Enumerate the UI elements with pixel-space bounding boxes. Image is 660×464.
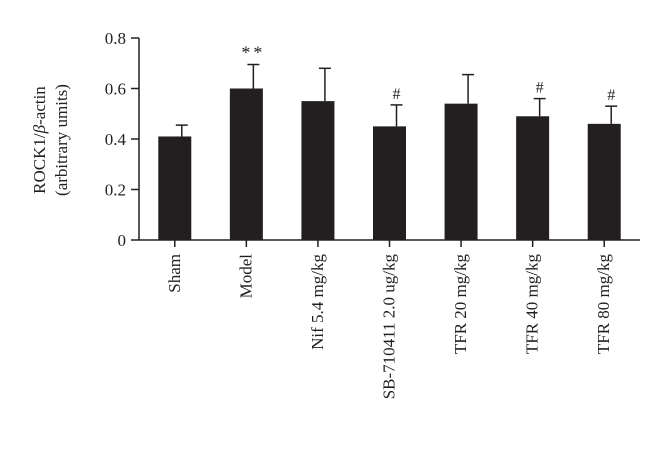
y-tick-label: 0.6	[105, 80, 126, 99]
bar	[516, 116, 550, 240]
y-axis-sublabel: (arbitrary umits)	[52, 84, 71, 196]
bars	[158, 88, 621, 241]
x-tick-label: Nif 5.4 mg/kg	[308, 254, 327, 350]
y-tick-label: 0	[118, 231, 127, 250]
x-tick-label: Model	[236, 254, 255, 299]
y-tick-label: 0.4	[105, 130, 127, 149]
y-axis-label: ROCK1/β-actin	[30, 86, 49, 194]
y-tick-label: 0.8	[105, 29, 126, 48]
y-axis-title: ROCK1/β-actin (arbitrary umits)	[30, 84, 71, 196]
x-tick-label: TFR 80 mg/kg	[594, 254, 613, 355]
significance-marker: **	[241, 43, 265, 63]
x-tick-label: SB-710411 2.0 ug/kg	[380, 254, 399, 400]
x-tick-label: Sham	[165, 254, 184, 293]
bar	[229, 88, 263, 240]
error-bars	[175, 63, 618, 137]
x-tick-labels: Sham Model Nif 5.4 mg/kg SB-710411 2.0 ug/k…	[165, 254, 613, 400]
x-tick-label: TFR 40 mg/kg	[523, 254, 542, 355]
bar	[158, 136, 192, 240]
annotations: ** # # #	[241, 43, 615, 105]
bar	[587, 123, 621, 240]
bar	[444, 103, 478, 241]
y-tick-label: 0.2	[105, 181, 126, 200]
bar	[373, 126, 406, 240]
axes: 0 0.2 0.4 0.6 0.8	[105, 29, 640, 250]
significance-marker: #	[607, 87, 615, 104]
significance-marker: #	[536, 80, 544, 97]
x-tick-label: TFR 20 mg/kg	[451, 254, 470, 355]
bar	[301, 101, 335, 240]
significance-marker: #	[393, 86, 401, 103]
